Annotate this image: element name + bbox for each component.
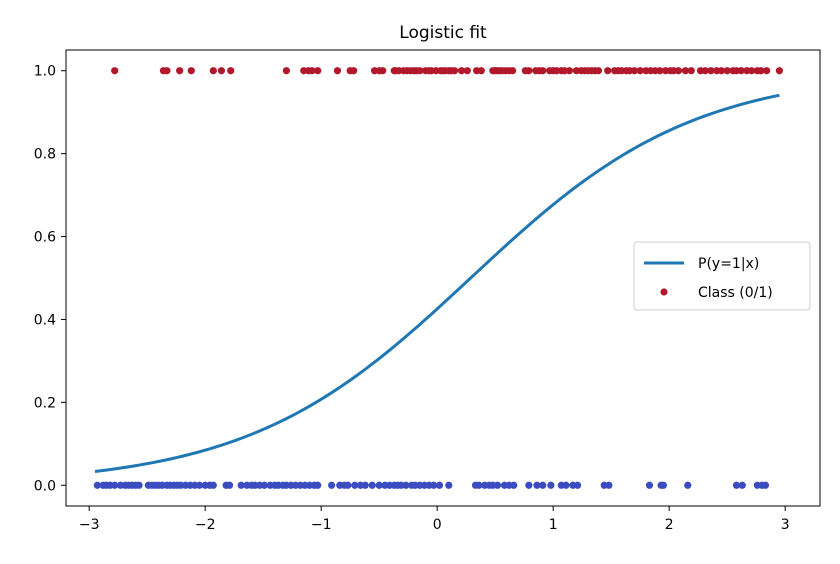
class-1-point xyxy=(656,67,664,75)
class-0-point xyxy=(605,481,613,489)
legend-box xyxy=(633,241,811,311)
class-0-point xyxy=(361,481,369,489)
class-1-point xyxy=(775,67,784,75)
x-tick-label: 2 xyxy=(665,517,674,533)
class-1-point xyxy=(314,67,322,75)
class-0-point xyxy=(562,481,570,489)
class-1-point xyxy=(308,67,316,75)
class-1-point xyxy=(737,67,745,75)
class-0-point xyxy=(328,481,336,489)
class-1-point xyxy=(539,67,547,75)
plot-frame xyxy=(65,49,821,507)
class-1-point xyxy=(604,67,612,75)
y-tick-label: 0.8 xyxy=(34,147,56,163)
class-1-point xyxy=(508,67,517,75)
x-tick-label: −2 xyxy=(195,517,216,533)
x-tick-label: 1 xyxy=(549,517,558,533)
y-tick-label: 0.4 xyxy=(34,312,56,328)
class-1-point xyxy=(111,67,119,75)
class-0-point xyxy=(475,481,483,489)
class-1-point xyxy=(350,67,358,75)
class-1-point xyxy=(416,67,424,75)
class-0-point xyxy=(493,481,502,489)
class-0-point xyxy=(225,481,234,489)
class-1-point xyxy=(209,67,217,75)
legend-point-swatch xyxy=(660,288,668,296)
probability-curve xyxy=(94,93,780,473)
y-tick-label: 0.6 xyxy=(34,230,56,246)
class-0-point xyxy=(533,481,541,489)
series-layer xyxy=(93,67,784,489)
chart-title: Logistic fit xyxy=(399,23,487,43)
class-0-point xyxy=(684,481,692,489)
class-1-point xyxy=(333,67,342,75)
class-0-point xyxy=(237,481,245,489)
class-0-point xyxy=(525,481,533,489)
class-1-point xyxy=(477,67,485,75)
class-1-point xyxy=(451,67,459,75)
class-1-point xyxy=(565,67,574,75)
legend-label-class: Class (0/1) xyxy=(698,285,773,301)
class-0-point xyxy=(93,481,101,489)
class-1-point xyxy=(594,67,603,75)
legend: P(y=1|x) Class (0/1) xyxy=(633,241,811,311)
class-0-point xyxy=(732,481,741,489)
class-1-point xyxy=(687,67,695,75)
class-1-point xyxy=(187,67,195,75)
class-0-point xyxy=(573,481,582,489)
class-0-point xyxy=(111,481,119,489)
axes-layer: −3 −2 −1 0 1 2 3 0.0 0.2 0.4 0.6 0.8 1.0 xyxy=(34,49,821,533)
class-0-point xyxy=(445,481,453,489)
x-tick-label: −1 xyxy=(311,517,332,533)
y-tick-label: 0.2 xyxy=(34,395,56,411)
class-1-point xyxy=(282,67,290,75)
class-0-point xyxy=(351,481,359,489)
class-1-point xyxy=(163,67,171,75)
class-1-point xyxy=(757,67,765,75)
class-0-point xyxy=(645,481,654,489)
class-1-point xyxy=(379,67,387,75)
class-1-point xyxy=(525,67,533,75)
legend-label-curve: P(y=1|x) xyxy=(698,256,759,272)
class-1-point xyxy=(217,67,226,75)
class-0-point xyxy=(738,481,746,489)
class-1-point xyxy=(227,67,235,75)
class-1-point xyxy=(723,67,731,75)
class-0-point xyxy=(368,481,376,489)
x-tick-label: 3 xyxy=(781,517,790,533)
class-0-point xyxy=(344,481,352,489)
class-0-point xyxy=(547,481,555,489)
class-1-point xyxy=(717,67,726,75)
class-0-point xyxy=(430,481,438,489)
y-tick-label: 1.0 xyxy=(34,64,56,80)
class-1-point xyxy=(681,67,690,75)
class-1-point xyxy=(674,67,683,75)
class-0-point xyxy=(510,481,518,489)
class-0-point xyxy=(260,481,268,489)
class-1-point xyxy=(707,67,715,75)
class-1-point xyxy=(747,67,756,75)
class-0-point xyxy=(135,481,143,489)
class-0-point xyxy=(659,481,668,489)
y-tick-label: 0.0 xyxy=(34,478,56,494)
class-0-point xyxy=(435,481,444,489)
class-0-point xyxy=(402,481,410,489)
class-1-point xyxy=(457,67,466,75)
class-0-point xyxy=(539,481,547,489)
class-1-point xyxy=(701,67,709,75)
class-1-point xyxy=(763,67,771,75)
class-1-point xyxy=(630,67,639,75)
x-tick-label: −3 xyxy=(79,517,100,533)
class-1-point xyxy=(176,67,184,75)
class-0-point xyxy=(761,481,770,489)
class-0-point xyxy=(314,481,322,489)
class-1-point xyxy=(463,67,471,75)
class-0-point xyxy=(209,481,217,489)
x-tick-label: 0 xyxy=(433,517,442,533)
class-0-point xyxy=(375,481,383,489)
class-0-point xyxy=(195,481,203,489)
class-1-point xyxy=(636,67,644,75)
